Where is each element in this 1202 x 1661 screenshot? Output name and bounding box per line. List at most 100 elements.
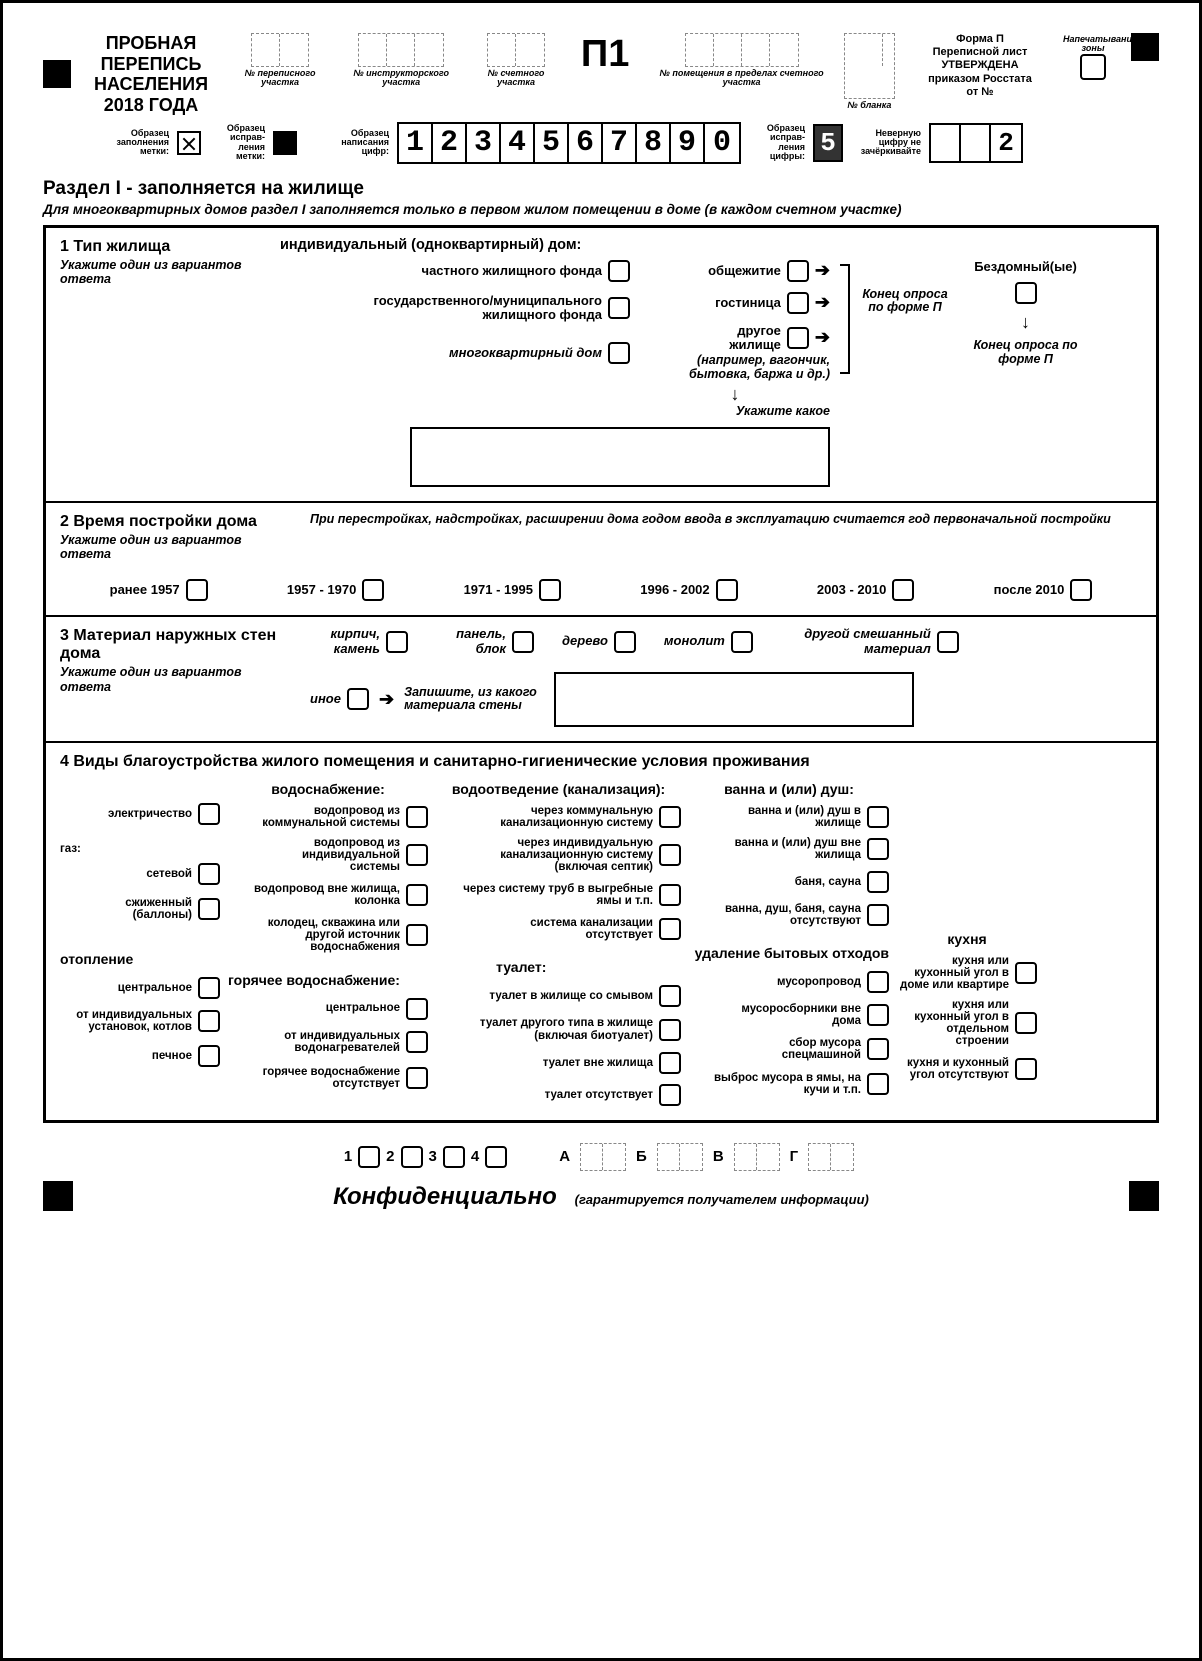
q4-chk-kitchen-none[interactable] xyxy=(1015,1058,1037,1080)
bracket-icon xyxy=(840,264,850,374)
q4-chk-kitchen-in[interactable] xyxy=(1015,962,1037,984)
census-form-page: ПРОБНАЯ ПЕРЕПИСЬ НАСЕЛЕНИЯ 2018 ГОДА № п… xyxy=(0,0,1202,1661)
q4-chk-water-comm[interactable] xyxy=(406,806,428,828)
q4-chk-waste-truck[interactable] xyxy=(867,1038,889,1060)
q2-chk-3[interactable] xyxy=(716,579,738,601)
q3-chk-brick[interactable] xyxy=(386,631,408,653)
q4-chk-sewer-none[interactable] xyxy=(659,918,681,940)
q2-note: При перестройках, надстройках, расширени… xyxy=(310,513,1142,562)
q1-end-note2: Конец опроса по форме П xyxy=(961,339,1090,367)
q3-chk-panel[interactable] xyxy=(512,631,534,653)
questions-container: 1 Тип жилища Укажите один из вариантов о… xyxy=(43,225,1159,1123)
q4-chk-toilet-out[interactable] xyxy=(659,1052,681,1074)
stamp-zone-box[interactable] xyxy=(1080,54,1106,80)
q4-chk-electricity[interactable] xyxy=(198,803,220,825)
q4-chk-heat-central[interactable] xyxy=(198,977,220,999)
sample-bad-label: Образец исправ­ления цифры: xyxy=(749,124,805,162)
q4-chk-toilet-other[interactable] xyxy=(659,1019,681,1041)
q2-chk-0[interactable] xyxy=(186,579,208,601)
q4-title: Виды благоустройства жилого помещения и … xyxy=(73,753,809,770)
code-label: № счетного участка xyxy=(473,69,559,88)
q1-indiv-head: индивидуальный (одноквартирный) дом: xyxy=(280,238,1142,254)
q2-chk-5[interactable] xyxy=(1070,579,1092,601)
sample-fixed-label: Образец исправ­ления метки: xyxy=(209,124,265,162)
q4-chk-bath-none[interactable] xyxy=(867,904,889,926)
q4-chk-kitchen-sep[interactable] xyxy=(1015,1012,1037,1034)
sample-filled-label: Образец запол­нения метки: xyxy=(113,129,169,157)
q1-other-prompt: Укажите какое xyxy=(640,405,830,419)
arrow-right-icon: ➔ xyxy=(815,292,830,313)
q4-chk-bath-out[interactable] xyxy=(867,838,889,860)
q4-chk-toilet-flush[interactable] xyxy=(659,985,681,1007)
q1-chk-private[interactable] xyxy=(608,260,630,282)
confidential-sub: (гарантируется получателем информации) xyxy=(575,1192,869,1207)
question-3: 3 Материал наружных стен дома Укажите од… xyxy=(46,617,1156,743)
q3-instr: Укажите один из вариантов ответа xyxy=(60,665,290,694)
sample-filled-mark xyxy=(273,131,297,155)
q4-chk-heat-indiv[interactable] xyxy=(198,1010,220,1032)
q1-chk-dorm[interactable] xyxy=(787,260,809,282)
survey-title: ПРОБНАЯ ПЕРЕПИСЬ НАСЕЛЕНИЯ 2018 ГОДА xyxy=(81,33,221,116)
alignment-marker-bl xyxy=(43,1181,73,1211)
code-label: № перепис­ного участка xyxy=(231,69,329,88)
q4-chk-gas-net[interactable] xyxy=(198,863,220,885)
alignment-marker-tl xyxy=(43,60,71,88)
digit-sample-strip: 1 2 3 4 5 6 7 8 9 0 xyxy=(397,122,741,164)
q1-instr: Укажите один из вариантов ответа xyxy=(60,258,260,287)
q4-chk-heat-stove[interactable] xyxy=(198,1045,220,1067)
q2-chk-1[interactable] xyxy=(362,579,384,601)
arrow-right-icon: ➔ xyxy=(379,689,394,710)
q1-opt-other: другое жилище xyxy=(691,324,781,353)
title-line: ПЕРЕПИСЬ xyxy=(81,54,221,75)
arrow-right-icon: ➔ xyxy=(815,327,830,348)
q4-chk-water-well[interactable] xyxy=(406,924,428,946)
q4-chk-waste-bins[interactable] xyxy=(867,1004,889,1026)
q4-chk-sewer-comm[interactable] xyxy=(659,806,681,828)
q1-chk-state[interactable] xyxy=(608,297,630,319)
q4-chk-hot-none[interactable] xyxy=(406,1067,428,1089)
title-line: НАСЕЛЕНИЯ xyxy=(81,74,221,95)
q4-chk-waste-dump[interactable] xyxy=(867,1073,889,1095)
footer-chk-4[interactable] xyxy=(485,1146,507,1168)
q3-chk-mono[interactable] xyxy=(731,631,753,653)
header: ПРОБНАЯ ПЕРЕПИСЬ НАСЕЛЕНИЯ 2018 ГОДА № п… xyxy=(43,33,1159,116)
q2-chk-2[interactable] xyxy=(539,579,561,601)
q1-opt-state: государственного/муниципального жилищног… xyxy=(302,294,602,323)
q1-other-text-input[interactable] xyxy=(410,427,830,487)
crossed-digit-sample: 5 xyxy=(813,124,843,162)
q4-chk-sewer-indiv[interactable] xyxy=(659,844,681,866)
q4-chk-bath-in[interactable] xyxy=(867,806,889,828)
q3-chk-mixed[interactable] xyxy=(937,631,959,653)
q1-chk-multi[interactable] xyxy=(608,342,630,364)
q1-chk-homeless[interactable] xyxy=(1015,282,1037,304)
q1-opt-dorm: общежитие xyxy=(708,264,781,278)
q1-chk-other[interactable] xyxy=(787,327,809,349)
q4-chk-water-indiv[interactable] xyxy=(406,844,428,866)
footer: 1 2 3 4 А Б В Г Конфиденциально (гаранти… xyxy=(43,1143,1159,1211)
section-subtitle: Для многоквартирных домов раздел I запол… xyxy=(43,202,1159,217)
digit-samples-row: Образец запол­нения метки: Образец испра… xyxy=(113,122,1159,164)
q4-chk-water-out[interactable] xyxy=(406,884,428,906)
q4-chk-sewer-pit[interactable] xyxy=(659,884,681,906)
q4-chk-gas-bal[interactable] xyxy=(198,898,220,920)
arrow-down-icon: ↓ xyxy=(731,384,740,404)
q3-chk-other[interactable] xyxy=(347,688,369,710)
footer-chk-3[interactable] xyxy=(443,1146,465,1168)
q3-other-text-input[interactable] xyxy=(554,672,914,727)
q4-chk-hot-central[interactable] xyxy=(406,998,428,1020)
q4-chk-waste-chute[interactable] xyxy=(867,971,889,993)
q3-other-prompt: Запишите, из какого материала стены xyxy=(404,686,544,714)
q2-chk-4[interactable] xyxy=(892,579,914,601)
q4-chk-bath-sauna[interactable] xyxy=(867,871,889,893)
q4-chk-toilet-none[interactable] xyxy=(659,1084,681,1106)
q3-chk-wood[interactable] xyxy=(614,631,636,653)
bad-digit-note: Неверную цифру не зачёр­кивайте xyxy=(851,129,921,157)
sample-x-mark xyxy=(177,131,201,155)
question-1: 1 Тип жилища Укажите один из вариантов о… xyxy=(46,228,1156,503)
q1-chk-hotel[interactable] xyxy=(787,292,809,314)
footer-chk-2[interactable] xyxy=(401,1146,423,1168)
q4-chk-hot-indiv[interactable] xyxy=(406,1031,428,1053)
sample-digits-label: Образец написания цифр: xyxy=(333,129,389,157)
alignment-marker-br xyxy=(1129,1181,1159,1211)
footer-chk-1[interactable] xyxy=(358,1146,380,1168)
